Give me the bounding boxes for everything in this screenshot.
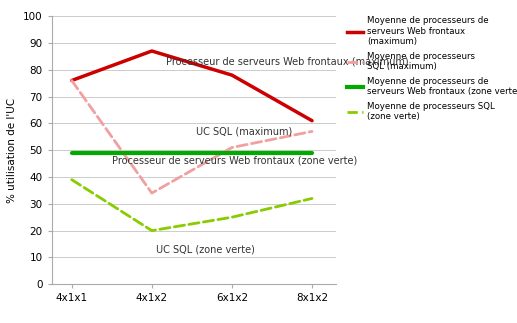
- Y-axis label: % utilisation de l'UC: % utilisation de l'UC: [7, 98, 18, 203]
- Text: Processeur de serveurs Web frontaux (maximum): Processeur de serveurs Web frontaux (max…: [166, 57, 409, 67]
- Legend: Moyenne de processeurs de
serveurs Web frontaux
(maximum), Moyenne de processeur: Moyenne de processeurs de serveurs Web f…: [347, 16, 517, 121]
- Text: UC SQL (maximum): UC SQL (maximum): [196, 126, 292, 136]
- Text: UC SQL (zone verte): UC SQL (zone verte): [156, 245, 255, 255]
- Text: Processeur de serveurs Web frontaux (zone verte): Processeur de serveurs Web frontaux (zon…: [112, 156, 357, 166]
